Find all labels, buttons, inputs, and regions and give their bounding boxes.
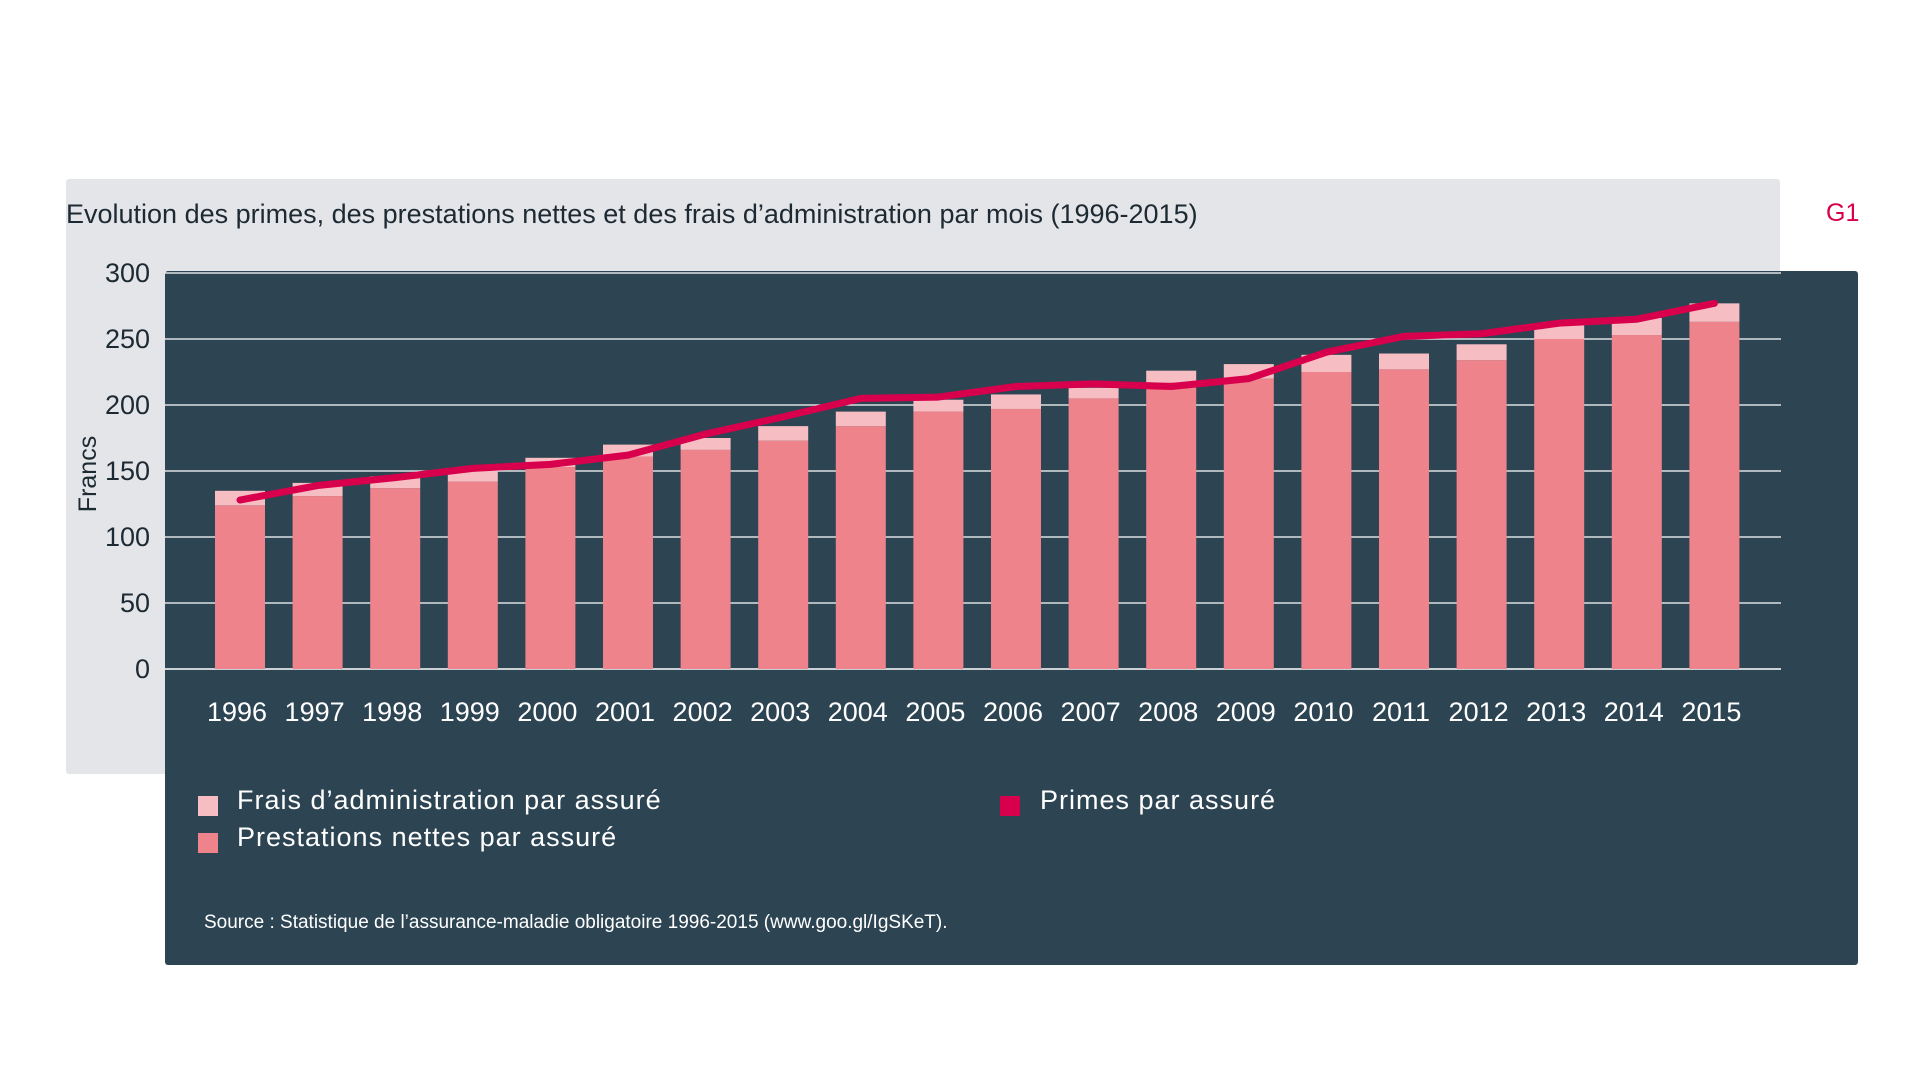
bar-prestations-2006 bbox=[991, 408, 1041, 669]
y-tick-label: 100 bbox=[105, 522, 150, 552]
x-tick-label: 2015 bbox=[1681, 697, 1741, 727]
y-tick-label: 50 bbox=[120, 588, 150, 618]
bar-prestations-2012 bbox=[1456, 360, 1507, 669]
x-tick-label: 2013 bbox=[1526, 697, 1586, 727]
x-tick-label: 2006 bbox=[983, 697, 1043, 727]
bar-prestations-2009 bbox=[1223, 378, 1274, 669]
legend-item: Primes par assuré bbox=[1000, 785, 1276, 816]
line-primes bbox=[236, 299, 1718, 504]
legend-label: Prestations nettes par assuré bbox=[237, 822, 617, 852]
bar-prestations-1998 bbox=[370, 488, 421, 669]
bar-prestations-1999 bbox=[447, 481, 498, 669]
bar-layer bbox=[215, 303, 1740, 669]
bar-frais-1999 bbox=[447, 471, 498, 482]
bar-frais-2007 bbox=[1068, 387, 1119, 399]
x-tick-label: 2004 bbox=[828, 697, 888, 727]
x-tick-label: 2000 bbox=[517, 697, 577, 727]
bar-frais-2006 bbox=[991, 394, 1041, 409]
y-tick-label: 300 bbox=[105, 258, 150, 288]
x-tick-label: 1998 bbox=[362, 697, 422, 727]
bar-prestations-1997 bbox=[292, 496, 343, 669]
bar-frais-2011 bbox=[1379, 353, 1429, 370]
bar-frais-2008 bbox=[1146, 370, 1197, 383]
bar-prestations-2002 bbox=[680, 449, 731, 669]
x-tick-label: 1999 bbox=[440, 697, 500, 727]
legend-swatch bbox=[198, 796, 218, 816]
bar-prestations-2001 bbox=[603, 456, 653, 669]
legend-label: Frais d’administration par assuré bbox=[237, 785, 662, 815]
y-tick-label: 250 bbox=[105, 324, 150, 354]
line-layer bbox=[236, 299, 1718, 504]
chart-title: Evolution des primes, des prestations ne… bbox=[66, 199, 1198, 229]
y-tick-label: 0 bbox=[135, 654, 150, 684]
y-tick-label: 150 bbox=[105, 456, 150, 486]
x-tick-label: 2012 bbox=[1449, 697, 1509, 727]
legend-swatch bbox=[1000, 796, 1020, 816]
legend-label: Primes par assuré bbox=[1040, 785, 1276, 815]
bar-prestations-2007 bbox=[1068, 398, 1119, 669]
legend-item: Prestations nettes par assuré bbox=[198, 822, 617, 853]
bar-frais-2002 bbox=[680, 438, 731, 450]
x-tick-label: 2008 bbox=[1138, 697, 1198, 727]
x-tick-label: 2009 bbox=[1216, 697, 1276, 727]
bar-prestations-2004 bbox=[835, 426, 886, 669]
x-tick-label: 2005 bbox=[905, 697, 965, 727]
axis-layer: 0 50 100 150 200 250 300 1996 1997 1998 1999 2000 20… bbox=[105, 258, 1742, 727]
bar-prestations-2005 bbox=[913, 411, 964, 669]
x-tick-label: 1997 bbox=[285, 697, 345, 727]
x-tick-label: 2001 bbox=[595, 697, 655, 727]
bar-frais-2005 bbox=[913, 399, 964, 412]
bar-frais-2004 bbox=[835, 411, 886, 427]
bar-frais-2012 bbox=[1456, 344, 1507, 361]
x-tick-label: 2003 bbox=[750, 697, 810, 727]
bar-prestations-2013 bbox=[1534, 339, 1585, 669]
y-axis-label: Francs bbox=[74, 436, 102, 512]
grid-layer bbox=[165, 272, 1781, 670]
legend-layer: Frais d’administration par assuré Prestat… bbox=[198, 785, 1276, 853]
bar-prestations-2014 bbox=[1611, 335, 1662, 669]
x-tick-label: 2007 bbox=[1061, 697, 1121, 727]
legend-swatch bbox=[198, 833, 218, 853]
bar-prestations-1996 bbox=[215, 505, 265, 669]
x-tick-label: 2002 bbox=[673, 697, 733, 727]
source-text: Source : Statistique de l’assurance-mala… bbox=[204, 912, 948, 933]
bar-frais-1998 bbox=[370, 476, 421, 489]
legend-item: Frais d’administration par assuré bbox=[198, 785, 662, 816]
x-tick-label: 1996 bbox=[207, 697, 267, 727]
bar-frais-2001 bbox=[603, 444, 653, 457]
x-tick-label: 2010 bbox=[1293, 697, 1353, 727]
bar-prestations-2000 bbox=[525, 467, 576, 669]
bar-frais-2003 bbox=[758, 426, 809, 441]
x-tick-label: 2011 bbox=[1372, 697, 1430, 727]
bar-prestations-2010 bbox=[1301, 372, 1352, 669]
y-tick-label: 200 bbox=[105, 390, 150, 420]
bar-prestations-2008 bbox=[1146, 382, 1197, 669]
chart-code: G1 bbox=[1826, 199, 1860, 227]
bar-prestations-2015 bbox=[1689, 321, 1740, 669]
x-tick-label: 2014 bbox=[1604, 697, 1664, 727]
bar-prestations-2011 bbox=[1379, 369, 1429, 669]
bar-prestations-2003 bbox=[758, 440, 809, 669]
